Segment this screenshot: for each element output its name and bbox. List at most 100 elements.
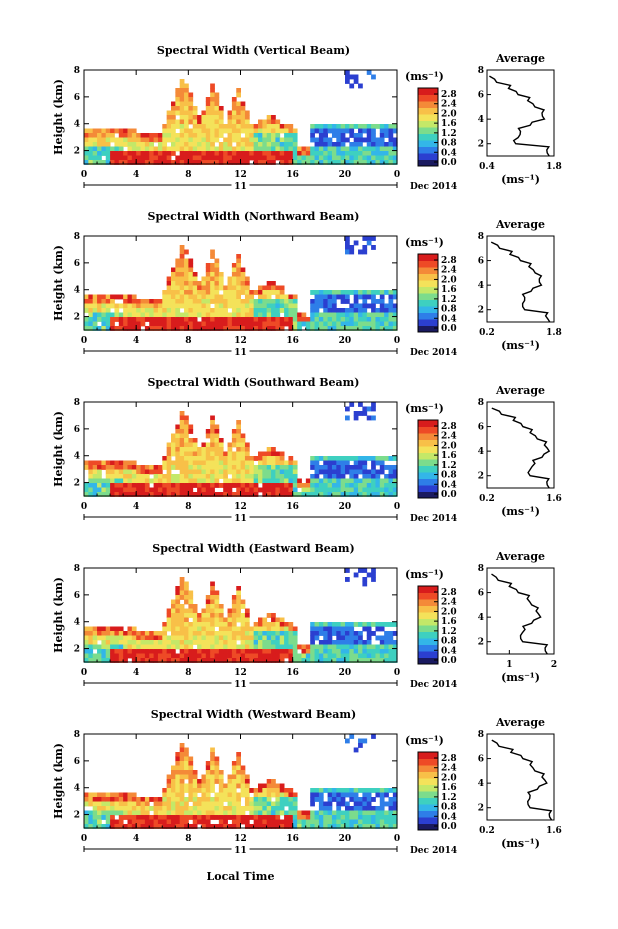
heatmap-cell [149,653,154,659]
colorbar-tick-label: 0.0 [441,822,457,832]
heatmap-cell [184,460,189,466]
heatmap-cell [371,456,376,461]
heatmap-cell [366,236,372,241]
heatmap-cell [262,326,268,331]
heatmap-cell [101,801,107,807]
heatmap-cell [179,469,185,475]
heatmap-cell [358,151,363,156]
heatmap-cell [188,590,194,596]
heatmap-cell [366,321,372,327]
heatmap-cell [371,236,376,241]
heatmap-cell [266,779,272,784]
colorbar-swatch [418,280,438,287]
heatmap-cell [149,146,154,152]
heatmap-cell [166,303,172,309]
heatmap-cell [384,658,389,663]
heatmap-cell [210,774,215,780]
heatmap-cell [175,761,181,766]
heatmap-cell [205,133,211,138]
heatmap-cell [236,774,241,780]
heatmap-cell [192,469,198,475]
heatmap-cell [92,299,98,304]
heatmap-cell [179,326,185,331]
heatmap-cell [110,626,115,632]
heatmap-cell [175,631,181,636]
heatmap-cell [305,478,311,484]
heatmap-cell [157,326,163,331]
heatmap-cell [388,478,394,484]
heatmap-cell [284,474,289,479]
heatmap-cell [323,146,328,152]
heatmap-cell [118,810,124,816]
heatmap-cell [192,622,198,627]
heatmap-cell [197,653,202,659]
heatmap-cell [144,801,150,807]
heatmap-cell [88,151,94,156]
heatmap-cell [192,447,198,452]
heatmap-cell [157,133,163,138]
heatmap-cell [84,653,89,659]
heatmap-cell [288,151,294,156]
heatmap-cell [192,653,198,659]
heatmap-cell [88,469,94,475]
y-axis-label: Height (km) [52,411,65,487]
heatmap-cell [375,792,381,798]
heatmap-cell [197,797,202,802]
heatmap-cell [384,128,389,134]
x-tick-label: 16 [286,170,299,180]
heatmap-cell [214,433,220,439]
heatmap-cell [140,487,146,493]
heatmap-cell [275,128,281,134]
average-y-tick-label: 4 [478,613,484,623]
heatmap-cell [188,765,194,771]
heatmap-cell [371,465,376,470]
heatmap-cell [205,469,211,475]
heatmap-cell [157,478,163,484]
heatmap-cell [340,146,346,152]
heatmap-cell [336,160,342,165]
heatmap-cell [97,792,102,798]
heatmap-cell [184,97,189,102]
heatmap-cell [88,653,94,659]
heatmap-cell [218,774,224,780]
day-label-bg [231,346,250,356]
heatmap-cell [275,299,281,304]
heatmap-cell [179,658,185,663]
heatmap-cell [149,142,154,147]
heatmap-cell [97,492,102,497]
heatmap-cell [244,110,250,116]
heatmap-cell [97,478,102,484]
heatmap-cell [236,824,241,829]
heatmap-cell [171,312,176,318]
heatmap-cell [262,824,268,829]
heatmap-cell [284,810,289,816]
heatmap-cell [201,613,207,618]
heatmap-cell [205,281,211,286]
colorbar-swatch [418,638,438,645]
heatmap-cell [136,317,141,322]
heatmap-cell [210,779,215,784]
heatmap-cell [171,110,176,116]
heatmap-cell [123,653,128,659]
heatmap-cell [336,658,342,663]
heatmap-cell [118,492,124,497]
heatmap-cell [166,321,172,327]
heatmap-cell [210,276,215,282]
heatmap-cell [375,806,381,811]
heatmap-cell [275,146,281,152]
heatmap-cell [153,810,159,816]
heatmap-cell [157,317,163,322]
heatmap-cell [297,815,302,820]
heatmap-cell [205,824,211,829]
heatmap-cell [88,146,94,152]
heatmap-cell [336,810,342,816]
heatmap-cell [279,456,285,461]
heatmap-cell [323,155,328,161]
heatmap-cell [236,290,241,295]
heatmap-cell [231,442,237,448]
heatmap-cell [166,442,172,448]
heatmap-cell [231,285,237,291]
heatmap-cell [171,626,176,632]
heatmap-cell [331,631,337,636]
heatmap-cell [258,317,263,322]
